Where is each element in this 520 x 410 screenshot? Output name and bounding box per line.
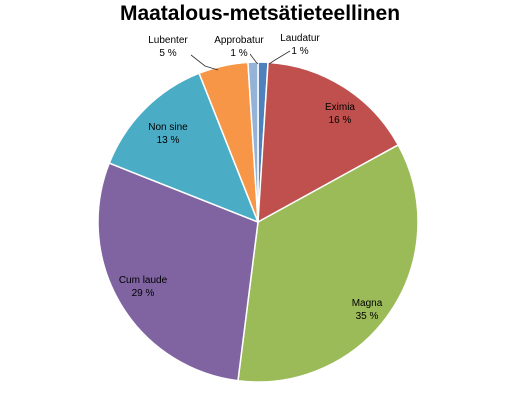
- pie-slice-magna: [237, 143, 419, 383]
- data-label-magna: Magna 35 %: [352, 298, 383, 322]
- leader-line-lubenter: [190, 54, 219, 71]
- data-label-laudatur: Laudatur 1 %: [280, 33, 320, 57]
- data-label-lubenter: Lubenter 5 %: [148, 35, 188, 59]
- leader-line-laudatur: [268, 50, 291, 65]
- pie-slice-approbatur: [247, 61, 259, 223]
- data-label-cum-laude: Cum laude 29 %: [119, 275, 168, 299]
- leader-line-approbatur: [249, 53, 259, 65]
- data-label-non-sine: Non sine 13 %: [148, 122, 188, 146]
- pie-slice-eximia: [257, 61, 400, 224]
- data-label-approbatur: Approbatur 1 %: [214, 35, 264, 59]
- chart-title: Maatalous-metsätieteellinen: [119, 2, 401, 25]
- data-label-eximia: Eximia 16 %: [325, 102, 355, 126]
- pie-slice-non-sine: [108, 72, 260, 224]
- pie-slice-cum-laude: [97, 162, 259, 382]
